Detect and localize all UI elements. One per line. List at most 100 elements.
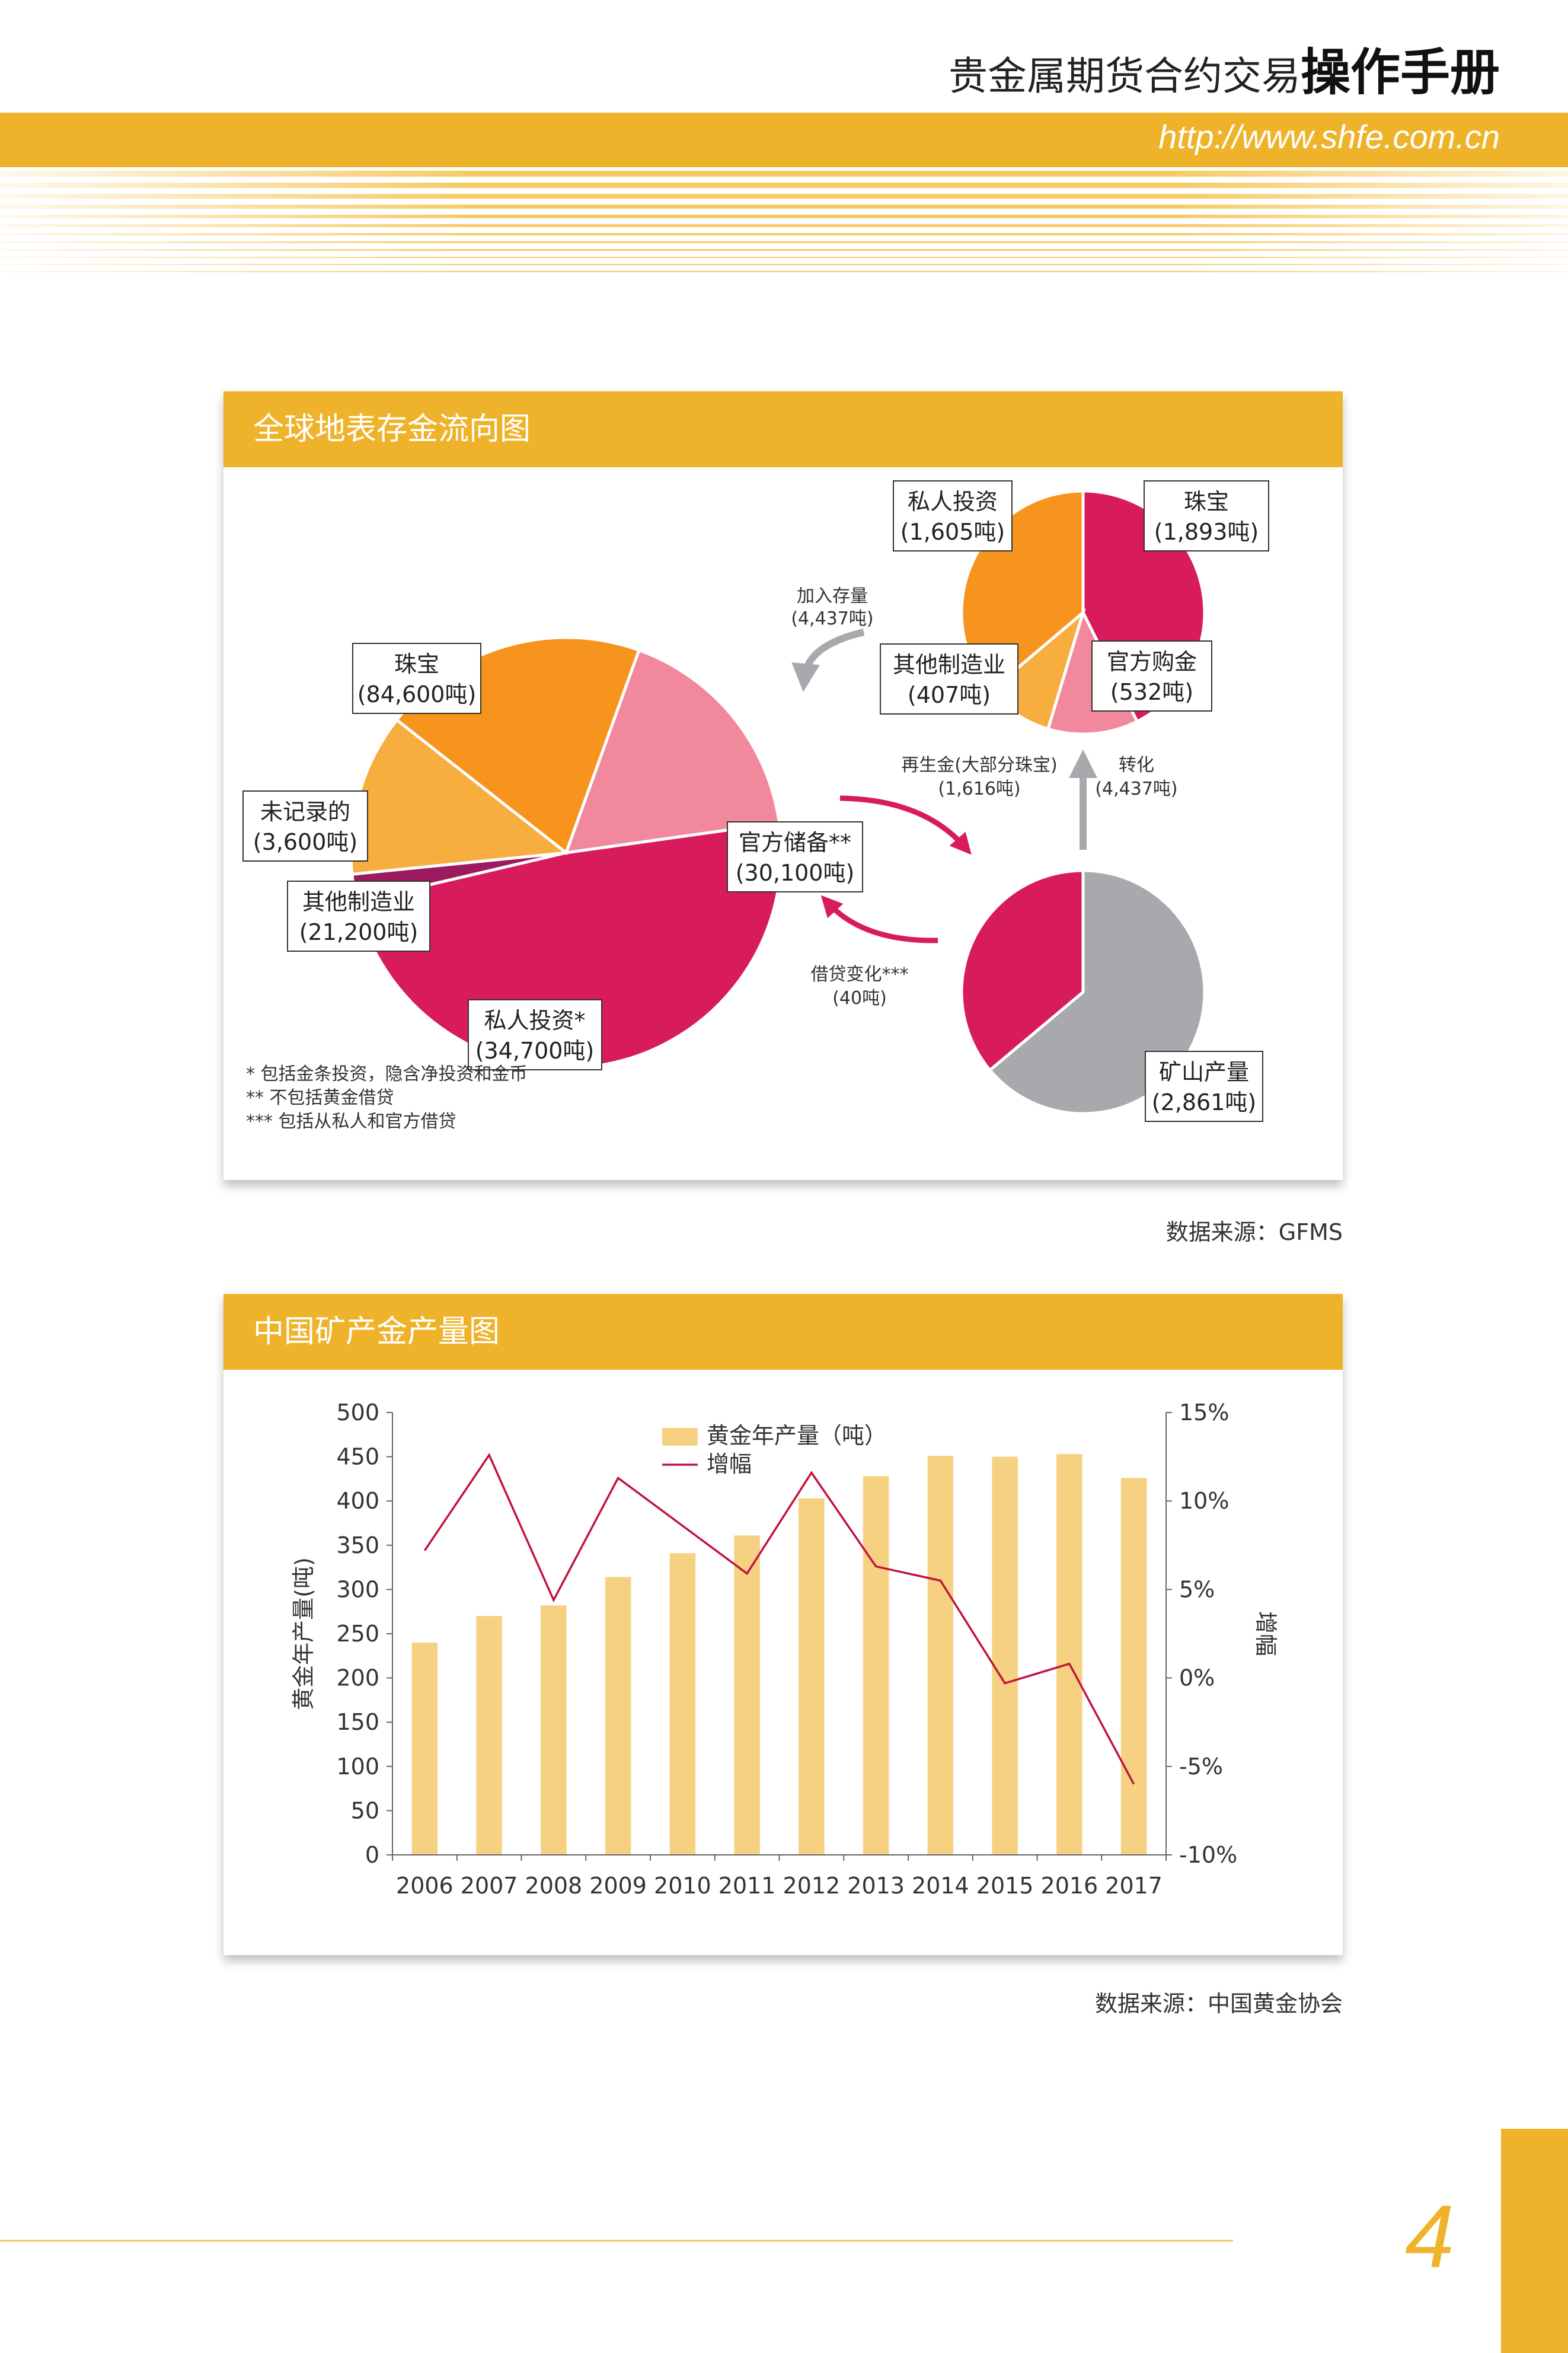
bar-series [411,1454,1147,1855]
bar-2006 [411,1642,438,1855]
svg-text:珠宝: 珠宝 [1184,489,1229,515]
supply-slice-1 [960,869,1085,1073]
chart-axes: 0 50 100 150 200 250 300 350 400 450 500 -10% -5% 0% 5… [336,1399,1237,1899]
label-top-official-purchase: 官方购金 (532吨) [1091,640,1212,712]
decorative-stripes [0,171,1568,272]
production-source: 数据来源：中国黄金协会 [1094,1991,1343,2017]
label-top-other-manufacturing: 其他制造业 (407吨) [880,643,1018,715]
footnote-2: ** 不包括黄金借贷 [246,1088,394,1108]
x-tick-label-2011: 2011 [718,1873,776,1899]
lending-value: (40吨) [832,988,887,1009]
x-tick-label-2010: 2010 [654,1873,711,1899]
x-tick-label-2014: 2014 [912,1873,969,1899]
production-card: 中国矿产金产量图 0 50 100 150 200 250 300 350 400 450 500 -… [223,1294,1343,1955]
bar-2017 [1120,1478,1147,1855]
svg-text:(1,893吨): (1,893吨) [1154,519,1259,545]
left-tick-label-100: 100 [336,1753,379,1780]
left-tick-label-150: 150 [336,1709,379,1735]
left-tick-label-300: 300 [336,1576,379,1602]
right-tick-label-5%: 5% [1179,1576,1215,1602]
svg-text:私人投资*: 私人投资* [484,1007,585,1034]
add-stock-value: (4,437吨) [791,608,873,629]
svg-text:(1,605吨): (1,605吨) [900,519,1005,545]
chart-legend: 黄金年产量（吨） 增幅 [662,1423,887,1477]
x-tick-label-2012: 2012 [783,1873,841,1899]
x-tick-label-2017: 2017 [1105,1873,1163,1899]
footnote-1: * 包括金条投资，隐含净投资和金币 [246,1064,528,1085]
recycle-label: 再生金(大部分珠宝) [901,755,1057,776]
bar-2015 [992,1456,1018,1855]
svg-text:(21,200吨): (21,200吨) [299,919,419,945]
svg-text:官方储备**: 官方储备** [739,830,851,856]
lending-arrow [820,895,938,943]
surface-stock-pie [349,636,783,1070]
right-tick-label--5%: -5% [1179,1753,1223,1780]
right-axis-title: 增幅 [1253,1611,1279,1656]
bar-2012 [799,1498,825,1855]
recycle-value: (1,616吨) [938,779,1020,799]
label-top-private-investment: 私人投资 (1,605吨) [893,480,1013,551]
x-tick-label-2006: 2006 [396,1873,454,1899]
convert-value: (4,437吨) [1095,779,1177,799]
right-tick-label--10%: -10% [1179,1842,1237,1868]
left-tick-label-0: 0 [365,1842,379,1868]
svg-text:未记录的: 未记录的 [260,799,350,825]
svg-text:(532吨): (532吨) [1110,679,1193,705]
x-tick-label-2016: 2016 [1041,1873,1098,1899]
svg-text:(84,600吨): (84,600吨) [357,681,477,707]
document-title-strong: 操作手册 [1300,43,1500,101]
header-bar [0,113,1568,167]
left-tick-label-50: 50 [351,1797,379,1823]
left-tick-label-200: 200 [336,1665,379,1691]
right-tick-label-0%: 0% [1179,1665,1215,1691]
left-axis-title: 黄金年产量(吨) [290,1557,317,1710]
svg-text:官方购金: 官方购金 [1107,649,1197,675]
label-unrecorded: 未记录的 (3,600吨) [242,790,368,862]
legend-bar-swatch [662,1428,698,1446]
left-tick-label-350: 350 [336,1532,379,1558]
footnote-3: *** 包括从私人和官方借贷 [246,1111,456,1132]
label-other-manufacturing: 其他制造业 (21,200吨) [287,881,430,952]
bar-2013 [863,1476,889,1855]
bar-2016 [1056,1454,1082,1855]
footer-line [0,2240,1233,2242]
add-stock-label: 加入存量 [797,586,868,607]
svg-text:其他制造业: 其他制造业 [893,652,1005,678]
surface-stock-slice-0 [355,821,783,1070]
left-tick-label-250: 250 [336,1621,379,1647]
svg-text:(2,861吨): (2,861吨) [1152,1089,1256,1115]
svg-text:(34,700吨): (34,700吨) [475,1038,595,1064]
label-jewelry: 珠宝 (84,600吨) [352,643,481,714]
left-tick-label-400: 400 [336,1488,379,1514]
production-card-title: 中国矿产金产量图 [223,1294,1343,1370]
svg-text:(407吨): (407吨) [908,682,991,708]
label-top-jewelry: 珠宝 (1,893吨) [1144,480,1269,551]
page-number-block [1501,2129,1568,2353]
label-official-reserve: 官方储备** (30,100吨) [727,821,863,892]
bar-2011 [734,1535,760,1855]
label-mine-production: 矿山产量 (2,861吨) [1145,1051,1263,1122]
gold-flow-diagram: 加入存量 (4,437吨) 再生金(大部分珠宝) (1,616吨) 转化 (4,… [242,480,1269,1132]
legend-bar-label: 黄金年产量（吨） [707,1423,887,1449]
label-private-investment: 私人投资* (34,700吨) [468,999,602,1070]
bar-2009 [605,1577,631,1855]
x-tick-label-2008: 2008 [525,1873,583,1899]
svg-text:私人投资: 私人投资 [908,489,998,515]
svg-text:矿山产量: 矿山产量 [1159,1059,1249,1085]
website-url[interactable]: http://www.shfe.com.cn [1158,118,1500,155]
right-tick-label-10%: 10% [1179,1488,1229,1514]
growth-line [423,1453,1135,1785]
left-tick-label-500: 500 [336,1399,379,1426]
x-tick-label-2007: 2007 [461,1873,518,1899]
left-tick-label-450: 450 [336,1444,379,1470]
right-tick-label-15%: 15% [1179,1399,1229,1426]
x-tick-label-2013: 2013 [847,1873,905,1899]
gold-flow-card: 全球地表存金流向图 加入存量 (4,437吨) 再生金(大部分珠宝) (1,61… [223,391,1343,1180]
lending-label: 借贷变化*** [811,964,909,985]
bar-2007 [476,1616,502,1855]
x-tick-label-2015: 2015 [976,1873,1034,1899]
document-title: 贵金属期货合约交易操作手册 [949,33,1500,104]
gold-flow-card-title: 全球地表存金流向图 [223,391,1343,467]
bar-2010 [669,1553,696,1855]
add-stock-arrow [791,629,865,692]
